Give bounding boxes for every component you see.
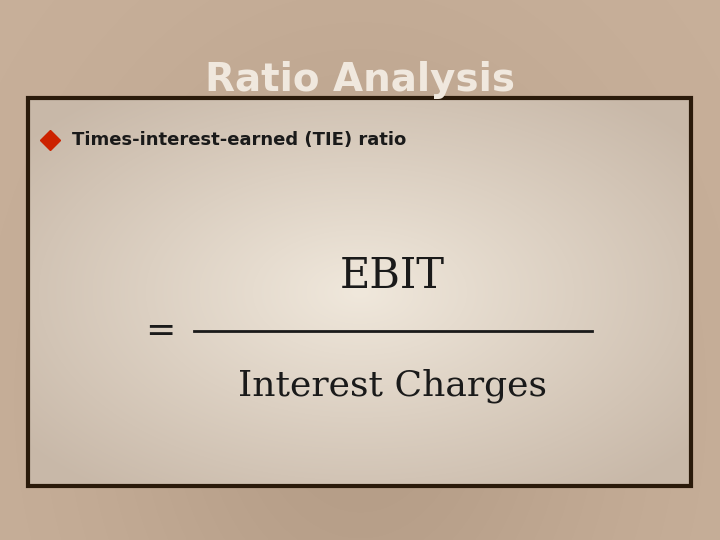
Text: =: = bbox=[145, 314, 176, 348]
Text: Times-interest-earned (TIE) ratio: Times-interest-earned (TIE) ratio bbox=[72, 131, 406, 149]
Text: EBIT: EBIT bbox=[340, 255, 445, 297]
Bar bbox=[28, 98, 691, 486]
Text: Interest Charges: Interest Charges bbox=[238, 368, 547, 403]
Text: Ratio Analysis: Ratio Analysis bbox=[205, 61, 515, 99]
